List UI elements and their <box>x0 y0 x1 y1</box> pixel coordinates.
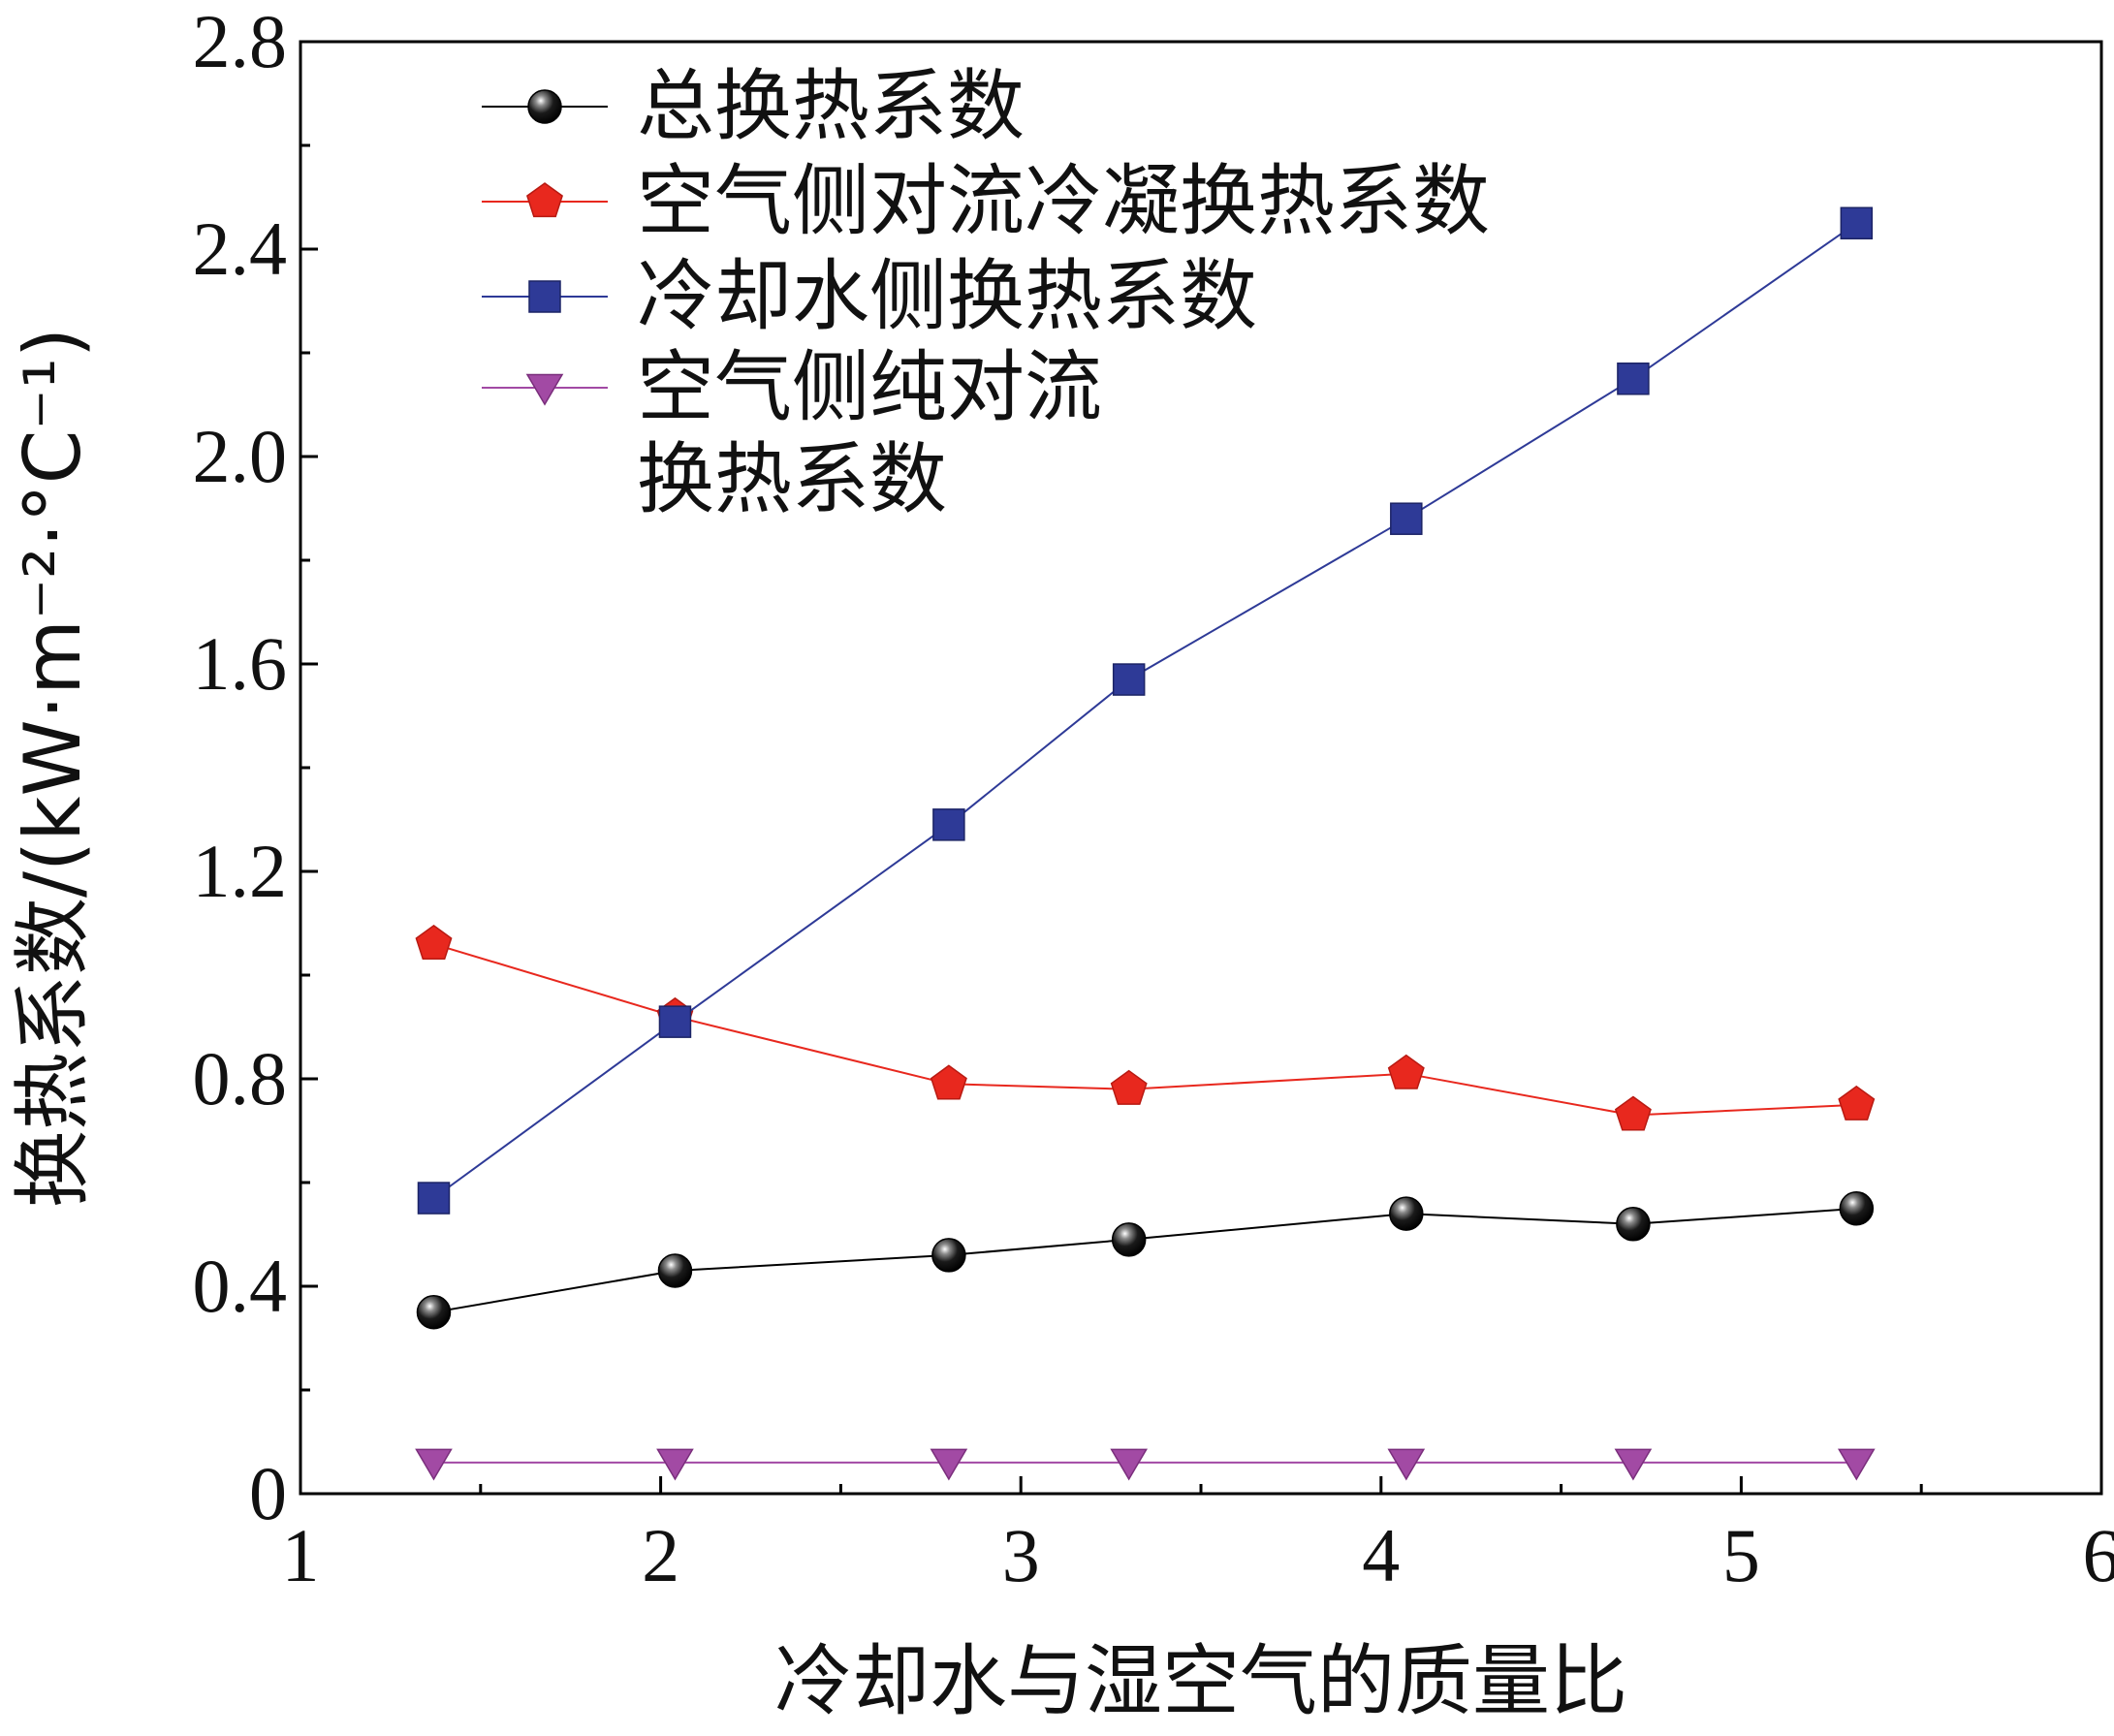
data-point <box>658 1005 692 1038</box>
series-4 <box>415 1448 1876 1481</box>
data-point <box>1112 663 1146 696</box>
legend-label: 总换热系数 <box>637 61 1025 151</box>
data-point <box>415 924 453 961</box>
data-point <box>528 280 561 313</box>
data-point <box>417 1182 451 1215</box>
series-2 <box>415 924 1876 1131</box>
y-tick-label: 2.8 <box>193 0 288 83</box>
series-3 <box>417 206 1874 1215</box>
y-tick-label: 2.4 <box>193 206 288 291</box>
data-point <box>932 808 965 841</box>
data-point <box>930 1064 967 1100</box>
data-point <box>416 1295 452 1330</box>
legend-item-3: 冷却水侧换热系数 <box>482 251 1257 341</box>
x-tick-label: 2 <box>642 1513 679 1597</box>
legend-label: 冷却水侧换热系数 <box>637 251 1257 341</box>
data-point <box>527 89 562 124</box>
data-point <box>656 1448 694 1481</box>
data-point <box>415 1448 453 1481</box>
y-tick-label: 1.6 <box>193 621 288 706</box>
legend-label: 换热系数 <box>637 434 947 524</box>
legend-item-2: 空气侧对流冷凝换热系数 <box>482 156 1490 246</box>
y-tick-label: 1.2 <box>193 829 288 913</box>
data-point <box>1838 1448 1876 1481</box>
x-tick-label: 5 <box>1722 1513 1760 1597</box>
data-point <box>525 373 564 406</box>
data-point <box>930 1448 968 1481</box>
data-point <box>1614 1095 1652 1131</box>
legend-label: 空气侧纯对流 <box>637 342 1102 432</box>
x-axis-title: 冷却水与湿空气的质量比 <box>774 1636 1627 1726</box>
data-point <box>1616 1207 1651 1242</box>
data-point <box>1111 1222 1147 1257</box>
data-point <box>657 1253 693 1288</box>
series-1 <box>416 1191 1875 1330</box>
data-point <box>1387 1054 1425 1089</box>
data-point <box>931 1238 966 1273</box>
y-tick-label: 0.8 <box>193 1036 288 1121</box>
legend-item-1: 总换热系数 <box>482 61 1025 151</box>
x-tick-label: 1 <box>282 1513 320 1597</box>
x-tick-label: 4 <box>1362 1513 1400 1597</box>
series-layer <box>415 206 1876 1481</box>
data-point <box>1617 363 1650 395</box>
plot-area <box>299 40 2103 1496</box>
data-point <box>1614 1448 1653 1481</box>
data-point <box>1839 1191 1875 1226</box>
y-axis-title: 换热系数/(kW·m⁻²·°C⁻¹) <box>8 328 98 1208</box>
data-point <box>1110 1448 1148 1481</box>
data-point <box>1840 206 1874 239</box>
data-point <box>1838 1085 1876 1121</box>
data-point <box>1389 1196 1424 1231</box>
axis-labels: 1 2 3 4 5 6 0 0.4 0.8 1.2 1.6 2.0 2.4 2.8 冷却水与湿空气的质量比 换… <box>8 0 2114 1726</box>
x-tick-label: 3 <box>1002 1513 1040 1597</box>
data-point <box>1390 502 1423 535</box>
y-tick-label: 0.4 <box>193 1244 288 1328</box>
legend-label: 空气侧对流冷凝换热系数 <box>637 156 1490 246</box>
y-tick-label: 2.0 <box>193 414 288 498</box>
data-point <box>1387 1448 1426 1481</box>
y-tick-label: 0 <box>249 1451 287 1535</box>
data-point <box>1110 1069 1148 1105</box>
data-point <box>526 182 563 218</box>
x-tick-label: 6 <box>2083 1513 2114 1597</box>
